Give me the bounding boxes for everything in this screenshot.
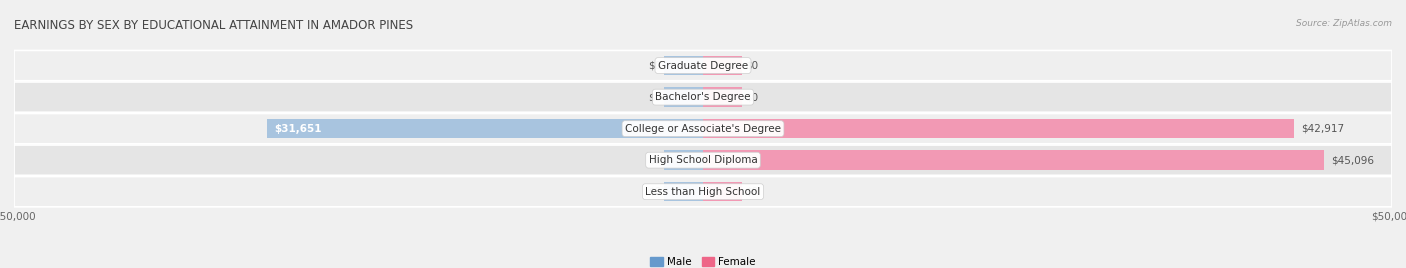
Text: Graduate Degree: Graduate Degree (658, 61, 748, 70)
Bar (703, 87, 741, 107)
FancyBboxPatch shape (14, 82, 1392, 112)
Text: $45,096: $45,096 (1331, 155, 1374, 165)
Text: Source: ZipAtlas.com: Source: ZipAtlas.com (1296, 19, 1392, 28)
FancyBboxPatch shape (14, 50, 1392, 81)
Text: $42,917: $42,917 (1301, 124, 1344, 134)
Text: $0: $0 (648, 92, 661, 102)
FancyBboxPatch shape (14, 177, 1392, 207)
Bar (665, 150, 703, 170)
Bar (703, 56, 741, 75)
Text: $0: $0 (648, 155, 661, 165)
Text: $0: $0 (745, 61, 758, 70)
Text: Bachelor's Degree: Bachelor's Degree (655, 92, 751, 102)
Bar (665, 87, 703, 107)
Bar (703, 182, 741, 202)
Text: EARNINGS BY SEX BY EDUCATIONAL ATTAINMENT IN AMADOR PINES: EARNINGS BY SEX BY EDUCATIONAL ATTAINMEN… (14, 19, 413, 32)
FancyBboxPatch shape (14, 114, 1392, 144)
Text: $31,651: $31,651 (274, 124, 322, 134)
Text: $0: $0 (745, 92, 758, 102)
Legend: Male, Female: Male, Female (645, 253, 761, 268)
Bar (703, 119, 1295, 138)
Bar (665, 182, 703, 202)
Bar (267, 119, 703, 138)
Bar (703, 150, 1324, 170)
Text: $0: $0 (648, 61, 661, 70)
Text: Less than High School: Less than High School (645, 187, 761, 197)
Text: High School Diploma: High School Diploma (648, 155, 758, 165)
FancyBboxPatch shape (14, 145, 1392, 175)
Text: $0: $0 (648, 187, 661, 197)
Text: $0: $0 (745, 187, 758, 197)
Bar (665, 56, 703, 75)
Text: College or Associate's Degree: College or Associate's Degree (626, 124, 780, 134)
